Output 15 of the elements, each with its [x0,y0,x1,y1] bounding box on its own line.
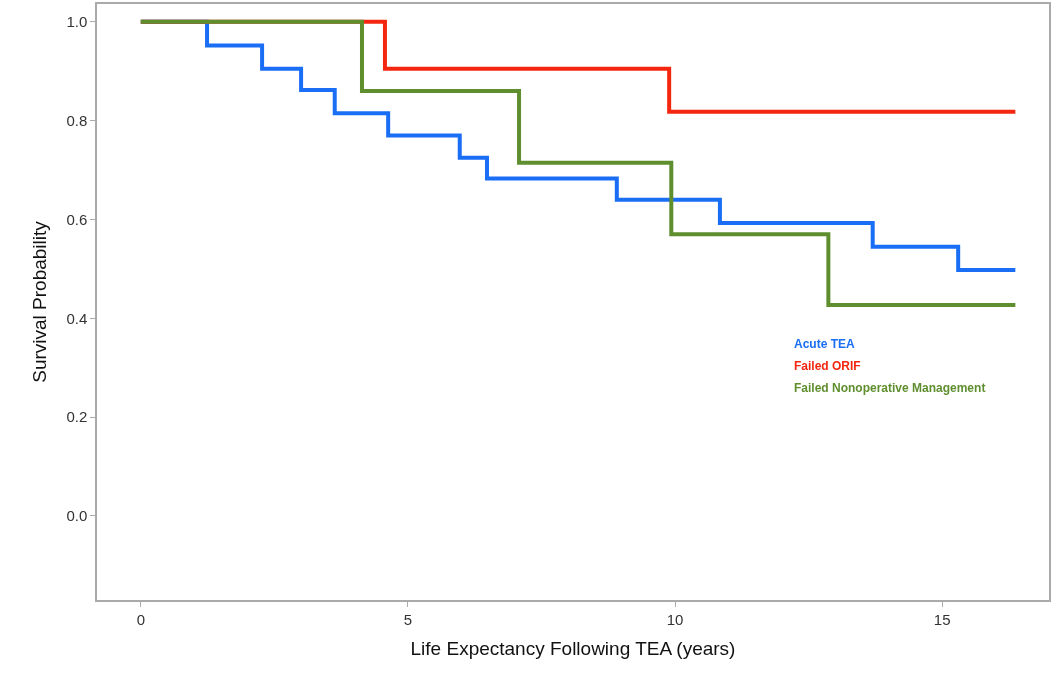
y-tick-label: 0.2 [66,408,88,426]
y-tick-label: 0.4 [66,309,88,327]
text: Acute TEA [794,337,856,351]
y-tick-label: 1.0 [66,13,88,31]
x-tick-label: 10 [666,610,684,628]
y-tick-label: 0.8 [66,111,88,129]
y-tick-label: 0.6 [66,210,88,228]
y-axis-title: Survival Probability [28,220,50,383]
x-axis-title: Life Expectancy Following TEA (years) [410,638,736,660]
x-tick-label: 15 [933,610,951,628]
text: Failed ORIF [794,359,861,373]
text: Failed Nonoperative Management [794,381,986,395]
y-tick-label: 0.0 [66,507,88,525]
x-tick-label: 5 [403,610,413,628]
x-tick-label: 0 [136,610,145,628]
